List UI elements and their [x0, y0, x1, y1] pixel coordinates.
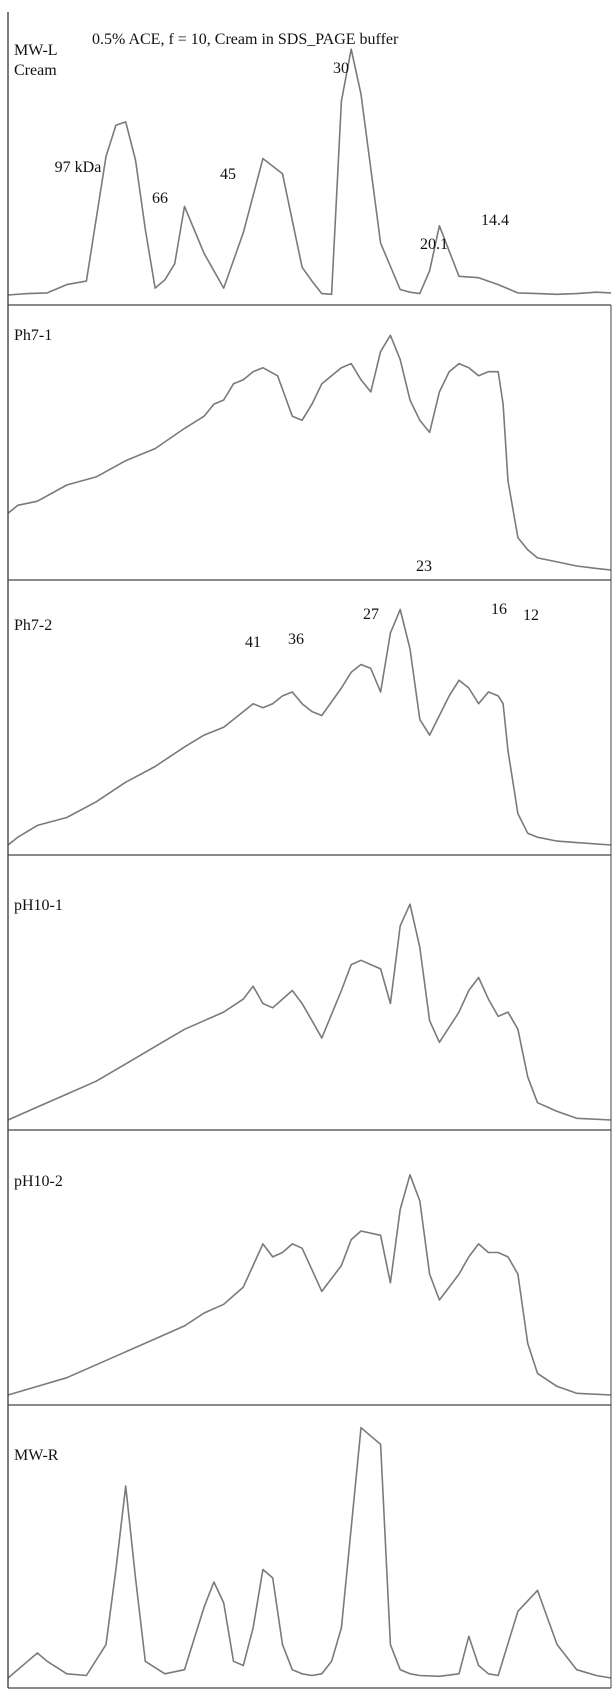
panel-label: Ph7-2 — [14, 617, 52, 634]
mw-annotation: 36 — [288, 631, 304, 648]
mw-annotation: 30 — [333, 60, 349, 77]
panels-group: MW-L Cream 97 kDa 66 45 30 20.1 14.4 Ph7-1 Ph7-2 4… — [7, 12, 612, 1689]
mw-annotation: 66 — [152, 190, 168, 207]
densitometry-trace — [7, 334, 612, 571]
panel-2: Ph7-1 — [7, 304, 612, 571]
mw-annotation: 14.4 — [481, 212, 509, 229]
panel-label: MW-L — [14, 42, 58, 59]
panel-5: pH10-2 — [7, 1129, 612, 1396]
mw-annotation: 27 — [363, 606, 379, 623]
panel-4: pH10-1 — [7, 854, 612, 1121]
densitometry-trace — [7, 1174, 612, 1396]
densitometry-trace — [7, 1426, 612, 1679]
panel-label: Cream — [14, 62, 57, 79]
mw-annotation: 41 — [245, 634, 261, 651]
mw-annotation: 16 — [491, 601, 507, 618]
densitometry-trace — [7, 903, 612, 1121]
mw-annotation: 97 kDa — [55, 159, 102, 176]
panel-label: pH10-1 — [14, 897, 63, 914]
mw-annotation: 23 — [416, 558, 432, 575]
mw-annotation: 45 — [220, 166, 236, 183]
mw-annotation: 20.1 — [420, 236, 448, 253]
panel-label: Ph7-1 — [14, 327, 52, 344]
densitometry-trace — [7, 48, 612, 296]
panel-6: MW-R — [7, 1404, 612, 1679]
figure-title: 0.5% ACE, f = 10, Cream in SDS_PAGE buff… — [92, 31, 399, 48]
densitometry-trace — [7, 608, 612, 846]
panel-label: pH10-2 — [14, 1173, 63, 1190]
panel-label: MW-R — [14, 1447, 59, 1464]
panel-3: Ph7-2 41 36 27 23 16 12 — [7, 558, 612, 846]
mw-annotation: 12 — [523, 607, 539, 624]
panel-1: MW-L Cream 97 kDa 66 45 30 20.1 14.4 — [7, 42, 612, 296]
